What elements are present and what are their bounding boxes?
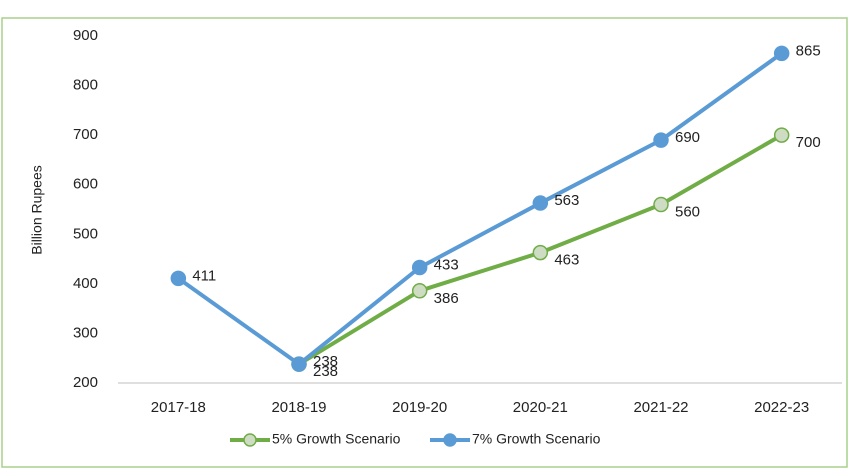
y-tick-label: 900 [73,27,98,44]
data-label: 411 [192,267,216,284]
data-label: 865 [796,42,821,59]
point [653,196,669,213]
point [411,283,428,299]
y-tick-label: 400 [73,275,98,292]
x-tick-label: 2022-23 [754,399,809,416]
point [653,132,669,148]
x-tick-label: 2021-22 [633,399,688,416]
y-tick-label: 600 [73,176,98,193]
legend-marker [443,433,457,447]
data-label: 690 [675,129,700,146]
point [532,244,549,261]
x-tick-label: 2018-19 [271,399,326,416]
legend-marker [243,433,257,447]
data-label: 238 [313,353,338,370]
y-tick-label: 700 [73,126,98,143]
point [411,259,428,276]
point [291,356,307,372]
data-label: 560 [675,204,700,221]
data-label: 386 [434,290,459,307]
y-tick-label: 200 [73,374,98,391]
y-tick-label: 300 [73,324,98,341]
data-label: 563 [554,192,579,209]
series-line [177,51,783,367]
data-label: 433 [434,256,459,273]
x-tick-label: 2020-21 [513,399,568,416]
y-tick-label: 800 [73,77,98,94]
y-axis-label: Billion Rupees [29,165,45,255]
data-label: 700 [796,134,821,151]
x-tick-label: 2017-18 [151,399,206,416]
y-tick-label: 500 [73,225,98,242]
frame [1,17,848,468]
point [532,195,549,211]
data-label: 463 [554,252,579,269]
x-tick-label: 2019-20 [392,399,447,416]
point [773,127,790,143]
data-label: 238 [313,363,338,380]
legend-label: 7% Growth Scenario [472,431,601,447]
point [170,270,187,287]
point [773,45,790,62]
legend-label: 5% Growth Scenario [272,431,401,447]
